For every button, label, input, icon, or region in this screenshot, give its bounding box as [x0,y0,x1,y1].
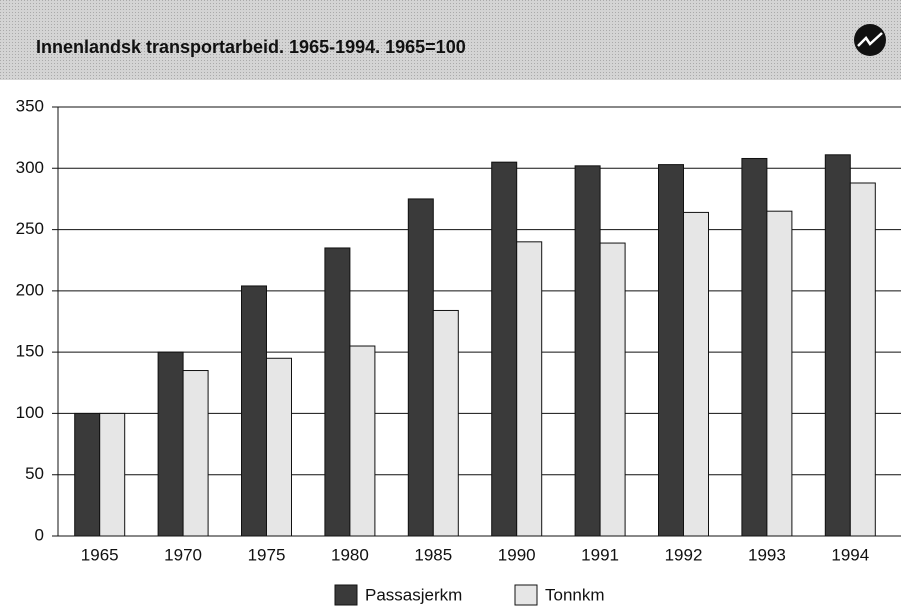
bar [182,370,209,537]
legend-swatch [514,584,538,606]
bar [599,242,626,537]
y-tick-label: 0 [35,525,44,544]
x-tick-label: 1990 [498,545,536,564]
legend-label: Passasjerkm [365,585,462,604]
bar [516,241,543,537]
y-tick-label: 100 [16,403,44,422]
chart-title: Innenlandsk transportarbeid. 1965-1994. … [36,37,466,57]
x-tick-label: 1993 [748,545,786,564]
logo [854,24,886,56]
bar [99,412,126,537]
bar [157,351,184,537]
legend-swatch [334,584,358,606]
bar [683,211,709,537]
bar [574,165,601,537]
bar [491,161,518,537]
bar [741,157,768,537]
x-tick-label: 1992 [665,545,703,564]
bar [766,210,793,537]
x-tick-label: 1975 [248,545,286,564]
bar [658,164,684,537]
x-tick-label: 1994 [831,545,869,564]
title-banner [0,0,901,80]
x-tick-label: 1985 [414,545,452,564]
y-tick-label: 50 [25,464,44,483]
bar [849,182,876,537]
bar [241,285,267,537]
x-tick-label: 1991 [581,545,619,564]
bar [74,412,101,537]
x-tick-label: 1970 [164,545,202,564]
legend-label: Tonnkm [545,585,605,604]
bar [407,198,434,537]
bar [824,154,851,537]
bar [324,247,351,537]
bar [349,345,376,537]
y-tick-label: 200 [16,280,44,299]
y-tick-label: 300 [16,158,44,177]
y-tick-label: 250 [16,219,44,238]
x-tick-label: 1965 [81,545,119,564]
x-tick-label: 1980 [331,545,369,564]
y-tick-label: 150 [16,342,44,361]
y-tick-label: 350 [16,96,44,115]
bar [266,357,292,537]
bar [432,309,459,537]
